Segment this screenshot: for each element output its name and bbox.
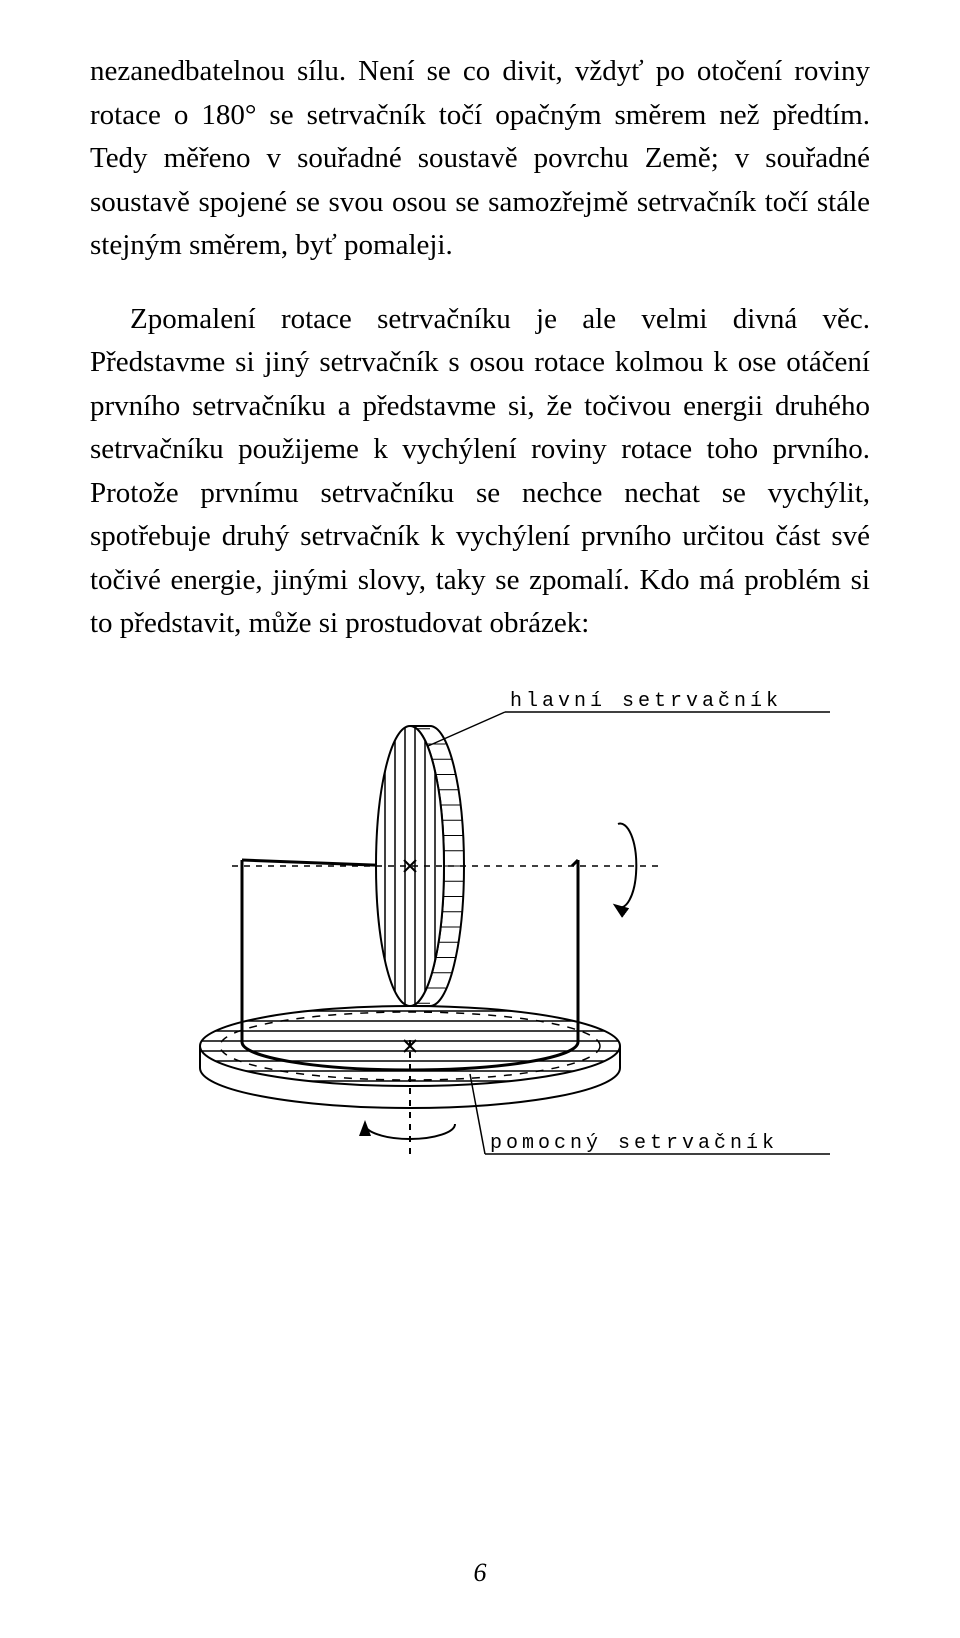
paragraph-1: nezanedbatelnou sílu. Není se co divit, … xyxy=(90,50,870,268)
paragraph-2: Zpomalení rotace setrvačníku je ale velm… xyxy=(90,298,870,646)
diagram-container: hlavní setrvačník pomocný setrvačník xyxy=(90,676,870,1216)
page-number: 6 xyxy=(474,1558,487,1588)
svg-text:hlavní setrvačník: hlavní setrvačník xyxy=(510,690,782,713)
svg-text:pomocný setrvačník: pomocný setrvačník xyxy=(490,1132,778,1155)
flywheel-diagram: hlavní setrvačník pomocný setrvačník xyxy=(130,676,830,1216)
